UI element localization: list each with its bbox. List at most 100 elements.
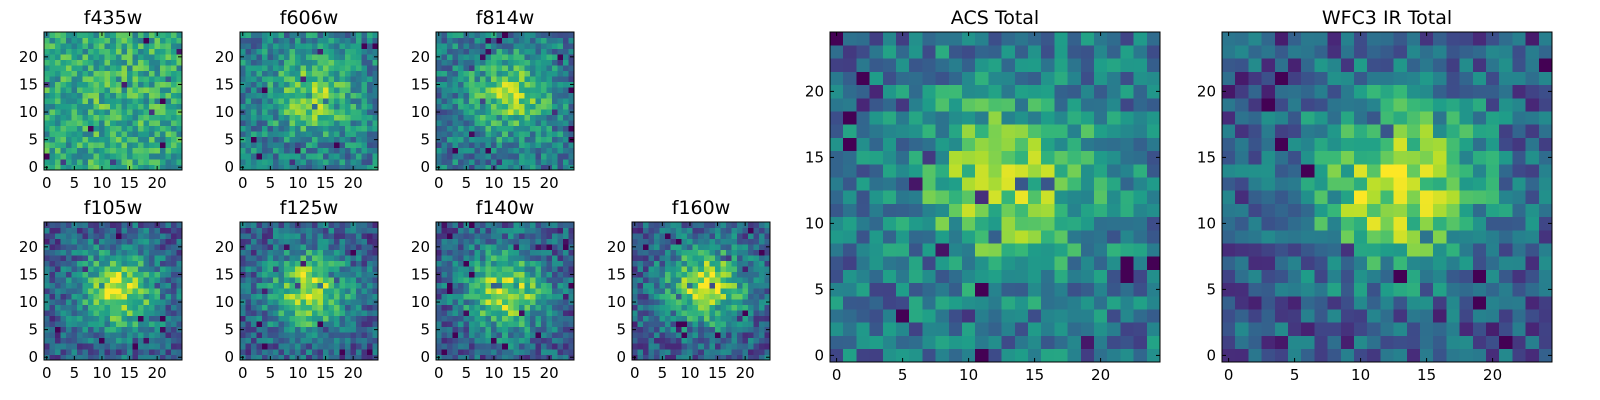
heatmap-cell: [154, 103, 161, 110]
heatmap-cell: [121, 81, 128, 88]
heatmap-cell: [245, 92, 252, 99]
heatmap-cell: [317, 158, 324, 165]
heatmap-cell: [758, 277, 765, 284]
heatmap-cell: [93, 76, 100, 82]
heatmap-cell: [557, 103, 564, 110]
heatmap-cell: [240, 131, 246, 138]
heatmap-cell: [502, 37, 509, 44]
heatmap-cell: [328, 109, 335, 116]
heatmap-cell: [328, 59, 335, 66]
heatmap-cell: [170, 37, 177, 44]
heatmap-cell: [568, 293, 575, 300]
heatmap-cell: [115, 76, 122, 82]
heatmap-cell: [643, 233, 649, 239]
x-tick-label: 15: [512, 364, 531, 382]
heatmap-cell: [447, 337, 453, 344]
heatmap-cell: [480, 271, 486, 278]
heatmap-cell: [49, 76, 56, 82]
heatmap-cell: [491, 326, 498, 333]
heatmap-cell: [66, 348, 72, 355]
heatmap-cell: [295, 92, 302, 99]
heatmap-cell: [540, 153, 547, 160]
heatmap-cell: [132, 87, 139, 94]
heatmap-cell: [93, 65, 100, 71]
heatmap-cell: [529, 76, 536, 82]
heatmap-cell: [93, 54, 100, 60]
heatmap-cell: [698, 227, 705, 234]
heatmap-cell: [328, 103, 335, 110]
heatmap-cell: [317, 37, 324, 44]
heatmap-cell: [568, 277, 575, 284]
heatmap-cell: [154, 54, 161, 60]
heatmap-cell: [66, 70, 72, 77]
heatmap-cell: [132, 153, 139, 160]
heatmap-cell: [463, 125, 470, 132]
heatmap-cell: [366, 48, 373, 55]
heatmap-cell: [137, 222, 144, 228]
heatmap-cell: [366, 304, 373, 311]
heatmap-cell: [502, 315, 509, 322]
heatmap-cell: [322, 310, 329, 317]
heatmap-cell: [725, 277, 732, 284]
heatmap-cell: [159, 310, 166, 317]
heatmap-cell: [496, 321, 503, 328]
heatmap-cell: [284, 153, 290, 160]
heatmap-cell: [137, 147, 144, 154]
heatmap-cell: [49, 120, 56, 127]
heatmap-cell: [1080, 230, 1095, 244]
heatmap-cell: [436, 282, 442, 289]
heatmap-cell: [709, 288, 716, 295]
heatmap-cell: [507, 164, 514, 171]
heatmap-cell: [474, 343, 481, 350]
heatmap-cell: [725, 238, 732, 245]
heatmap-cell: [262, 147, 268, 154]
heatmap-cell: [469, 222, 475, 228]
heatmap-cell: [562, 70, 569, 77]
heatmap-cell: [44, 70, 50, 77]
heatmap-cell: [540, 222, 547, 228]
heatmap-cell: [328, 70, 335, 77]
heatmap-cell: [441, 249, 448, 256]
heatmap-cell: [753, 238, 760, 245]
heatmap-cell: [562, 125, 569, 132]
heatmap-cell: [670, 227, 677, 234]
heatmap-cell: [1120, 348, 1134, 363]
heatmap-cell: [44, 348, 50, 355]
heatmap-cell: [104, 32, 111, 38]
heatmap-cell: [350, 282, 357, 289]
heatmap-cell: [502, 153, 509, 160]
heatmap-cell: [66, 326, 72, 333]
heatmap-cell: [339, 222, 346, 228]
heatmap-cell: [474, 288, 481, 295]
heatmap-cell: [273, 299, 279, 306]
heatmap-cell: [355, 87, 362, 94]
heatmap-cell: [93, 92, 100, 99]
heatmap-cell: [339, 304, 346, 311]
heatmap-cell: [267, 260, 274, 267]
heatmap-cell: [725, 304, 732, 311]
heatmap-cell: [339, 142, 346, 149]
heatmap-cell: [339, 37, 346, 44]
heatmap-cell: [687, 238, 694, 245]
heatmap-cell: [698, 310, 705, 317]
heatmap-cell: [922, 243, 936, 257]
heatmap-cell: [1107, 243, 1121, 257]
heatmap-cell: [474, 37, 481, 44]
heatmap-cell: [355, 76, 362, 82]
heatmap-cell: [463, 293, 470, 300]
heatmap-cell: [648, 227, 655, 234]
heatmap-cell: [491, 343, 498, 350]
heatmap-cell: [278, 354, 285, 361]
heatmap-cell: [284, 255, 290, 261]
heatmap-cell: [436, 114, 442, 121]
heatmap-cell: [317, 299, 324, 306]
heatmap-cell: [546, 76, 553, 82]
heatmap-cell: [159, 92, 166, 99]
heatmap-cell: [137, 315, 144, 322]
heatmap-cell: [317, 332, 324, 339]
heatmap-cell: [458, 227, 464, 234]
heatmap-cell: [49, 109, 56, 116]
heatmap-cell: [115, 158, 122, 165]
heatmap-cell: [736, 299, 743, 306]
heatmap-cell: [474, 277, 481, 284]
